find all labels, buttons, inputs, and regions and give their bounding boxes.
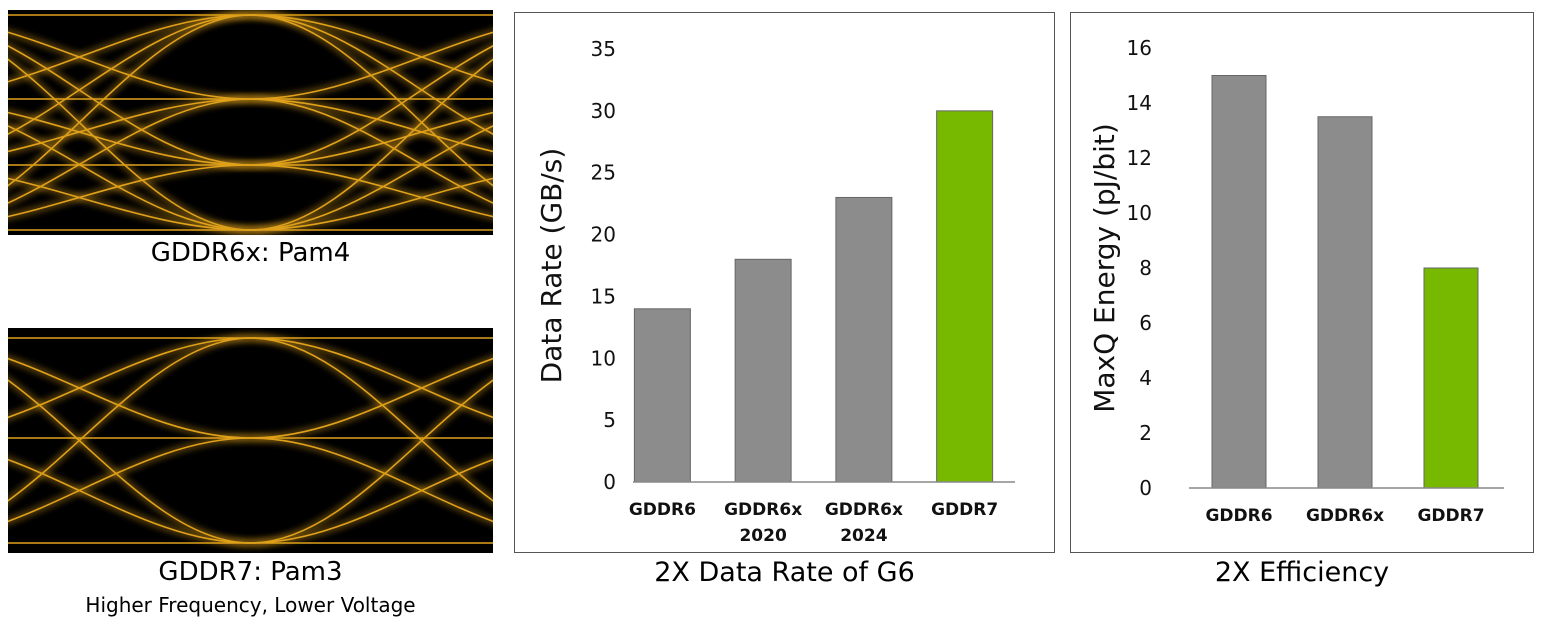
pam4-glow-19 (8, 162, 251, 220)
pam4-trace-16 (8, 111, 251, 166)
pam3-traces (8, 335, 493, 546)
chart1-category-label: GDDR7 (1417, 506, 1484, 526)
pam4-trace-14 (8, 45, 251, 166)
pam4-trace-15 (250, 45, 493, 166)
chart0-ytick-label: 35 (591, 37, 616, 61)
pam4-trace-24 (250, 125, 493, 231)
pam3-trace-1 (8, 337, 251, 419)
chart0-category-label: GDDR6x (724, 500, 802, 520)
efficiency-chart-panel: 0 2 4 6 8 10 12 14 16 MaxQ Energy (pJ/bit) GDDR6 GD… (1070, 12, 1534, 553)
pam4-trace-25 (8, 177, 251, 231)
chart0-category-label: 2020 (739, 526, 786, 546)
pam3-glow-8 (8, 435, 251, 525)
pam4-eye-diagram (8, 10, 493, 235)
chart1-category-label: GDDR6 (1205, 506, 1272, 526)
chart0-bar-3 (936, 110, 994, 483)
pam4-trace-23 (8, 125, 251, 231)
chart0-ytick-label: 5 (603, 408, 616, 432)
chart1-ytick-label: 10 (1127, 201, 1152, 225)
pam3-trace-13 (250, 458, 493, 544)
chart1-ytick-label: 4 (1139, 366, 1152, 390)
pam4-trace-19 (8, 164, 251, 218)
chart0-ytick-label: 30 (591, 99, 616, 123)
chart1-ytick-label: 8 (1139, 256, 1152, 280)
chart1-bar-1 (1317, 116, 1373, 489)
efficiency-chart: 0 2 4 6 8 10 12 14 16 MaxQ Energy (pJ/bit) GDDR6 GD… (1088, 36, 1504, 526)
pam4-eye-svg (8, 12, 493, 233)
chart0-y-axis-label: Data Rate (GB/s) (535, 148, 568, 384)
pam3-glow-2 (250, 335, 493, 421)
pam3-subcaption: Higher Frequency, Lower Voltage (85, 593, 416, 617)
chart0-category-label: GDDR6x (825, 500, 903, 520)
chart0-ytick-label: 20 (591, 223, 616, 247)
pam3-trace-9 (250, 437, 493, 523)
pam4-trace-17 (250, 111, 493, 166)
chart1-ytick-label: 12 (1127, 146, 1152, 170)
pam3-glow-12 (8, 456, 251, 546)
chart0-bar-2 (835, 196, 893, 483)
chart0-bar-1 (734, 258, 792, 483)
pam4-trace-7 (8, 31, 251, 100)
pam3-trace-10 (8, 379, 251, 544)
data-rate-chart: 0 5 10 15 20 25 30 35 Data Rate (GB/s) GDDR6 GDDR6… (535, 37, 1015, 546)
chart0-category-label: GDDR6 (629, 500, 696, 520)
pam4-traces (8, 12, 493, 233)
pam4-trace-21 (8, 58, 251, 231)
pam4-glow-20 (250, 162, 493, 220)
pam4-trace-8 (250, 31, 493, 100)
pam3-glow-1 (8, 335, 251, 421)
chart1-y-axis-label: MaxQ Energy (pJ/bit) (1088, 123, 1121, 413)
chart1-ytick-label: 0 (1139, 476, 1152, 500)
pam3-glow-13 (250, 456, 493, 546)
chart0-ytick-label: 10 (591, 346, 616, 370)
chart0-ytick-label: 15 (591, 284, 616, 308)
chart1-bar-2 (1423, 267, 1479, 489)
pam3-caption: GDDR7: Pam3 (158, 557, 343, 587)
pam3-glow-6 (250, 355, 493, 441)
chart0-category-label: GDDR7 (931, 500, 998, 520)
pam3-eye-svg (8, 335, 493, 546)
chart0-ytick-label: 25 (591, 161, 616, 185)
chart0-ytick-label: 0 (603, 470, 616, 494)
efficiency-chart-title: 2X Efficiency (1214, 557, 1390, 588)
pam4-glow-26 (250, 175, 493, 233)
pam3-trace-8 (8, 437, 251, 523)
pam3-trace-12 (8, 458, 251, 544)
chart0-category-label: 2024 (840, 526, 887, 546)
chart1-ytick-label: 16 (1127, 36, 1152, 60)
pam4-glow-25 (8, 175, 251, 233)
pam4-trace-20 (250, 164, 493, 218)
pam3-trace-5 (8, 357, 251, 439)
chart1-ytick-label: 6 (1139, 311, 1152, 335)
pam3-trace-6 (250, 357, 493, 439)
pam4-caption: GDDR6x: Pam4 (150, 238, 351, 268)
chart1-ytick-label: 14 (1127, 91, 1152, 115)
pam3-trace-2 (250, 337, 493, 419)
data-rate-chart-panel: 0 5 10 15 20 25 30 35 Data Rate (GB/s) GDDR6 GDDR6… (514, 12, 1055, 553)
chart1-category-label: GDDR6x (1306, 506, 1384, 526)
pam3-trace-11 (250, 379, 493, 544)
data-rate-chart-title: 2X Data Rate of G6 (654, 557, 915, 588)
pam3-glow-5 (8, 355, 251, 441)
pam3-glow-9 (250, 435, 493, 525)
chart0-bar-0 (633, 308, 691, 483)
pam4-trace-26 (250, 177, 493, 231)
pam3-eye-diagram (8, 328, 493, 553)
chart1-ytick-label: 2 (1139, 421, 1152, 445)
pam4-trace-22 (250, 58, 493, 231)
chart1-bar-0 (1211, 75, 1267, 489)
